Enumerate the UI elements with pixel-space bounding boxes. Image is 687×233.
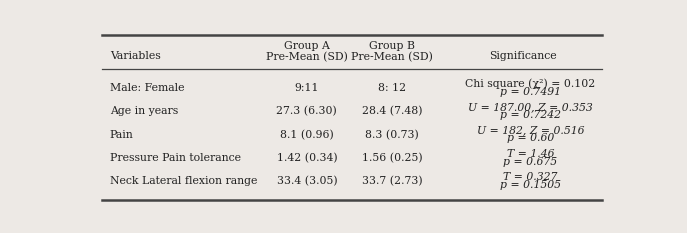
Text: Age in years: Age in years: [110, 106, 178, 116]
Text: 1.56 (0.25): 1.56 (0.25): [362, 153, 423, 163]
Text: 8.1 (0.96): 8.1 (0.96): [280, 130, 334, 140]
Text: 1.42 (0.34): 1.42 (0.34): [277, 153, 337, 163]
Text: p = 0.1505: p = 0.1505: [500, 180, 561, 190]
Text: 8.3 (0.73): 8.3 (0.73): [365, 130, 419, 140]
FancyBboxPatch shape: [89, 29, 616, 206]
Text: Group B: Group B: [369, 41, 415, 51]
Text: p = 0.675: p = 0.675: [504, 157, 558, 167]
Text: Chi square (χ²) = 0.102: Chi square (χ²) = 0.102: [465, 78, 596, 89]
Text: Pre-Mean (SD): Pre-Mean (SD): [266, 51, 348, 62]
Text: 9:11: 9:11: [295, 83, 319, 93]
Text: Pre-Mean (SD): Pre-Mean (SD): [351, 51, 433, 62]
Text: p = 0.7242: p = 0.7242: [500, 110, 561, 120]
Text: 8: 12: 8: 12: [378, 83, 406, 93]
Text: T = 1.46: T = 1.46: [507, 149, 554, 158]
Text: Significance: Significance: [488, 51, 556, 61]
Text: 33.4 (3.05): 33.4 (3.05): [277, 176, 337, 186]
Text: Group A: Group A: [284, 41, 330, 51]
Text: Neck Lateral flexion range: Neck Lateral flexion range: [110, 176, 257, 186]
Text: 33.7 (2.73): 33.7 (2.73): [362, 176, 423, 186]
Text: p = 0.60: p = 0.60: [507, 133, 554, 143]
Text: U = 182, Z = 0.516: U = 182, Z = 0.516: [477, 125, 584, 135]
Text: Male: Female: Male: Female: [110, 83, 184, 93]
Text: 28.4 (7.48): 28.4 (7.48): [362, 106, 423, 116]
Text: Pain: Pain: [110, 130, 133, 140]
Text: 27.3 (6.30): 27.3 (6.30): [276, 106, 337, 116]
Text: p = 0.7491: p = 0.7491: [500, 87, 561, 97]
Text: Variables: Variables: [110, 51, 161, 61]
Text: U = 187.00, Z = 0.353: U = 187.00, Z = 0.353: [468, 102, 593, 112]
Text: Pressure Pain tolerance: Pressure Pain tolerance: [110, 153, 241, 163]
Text: T = 0.327: T = 0.327: [504, 172, 558, 182]
